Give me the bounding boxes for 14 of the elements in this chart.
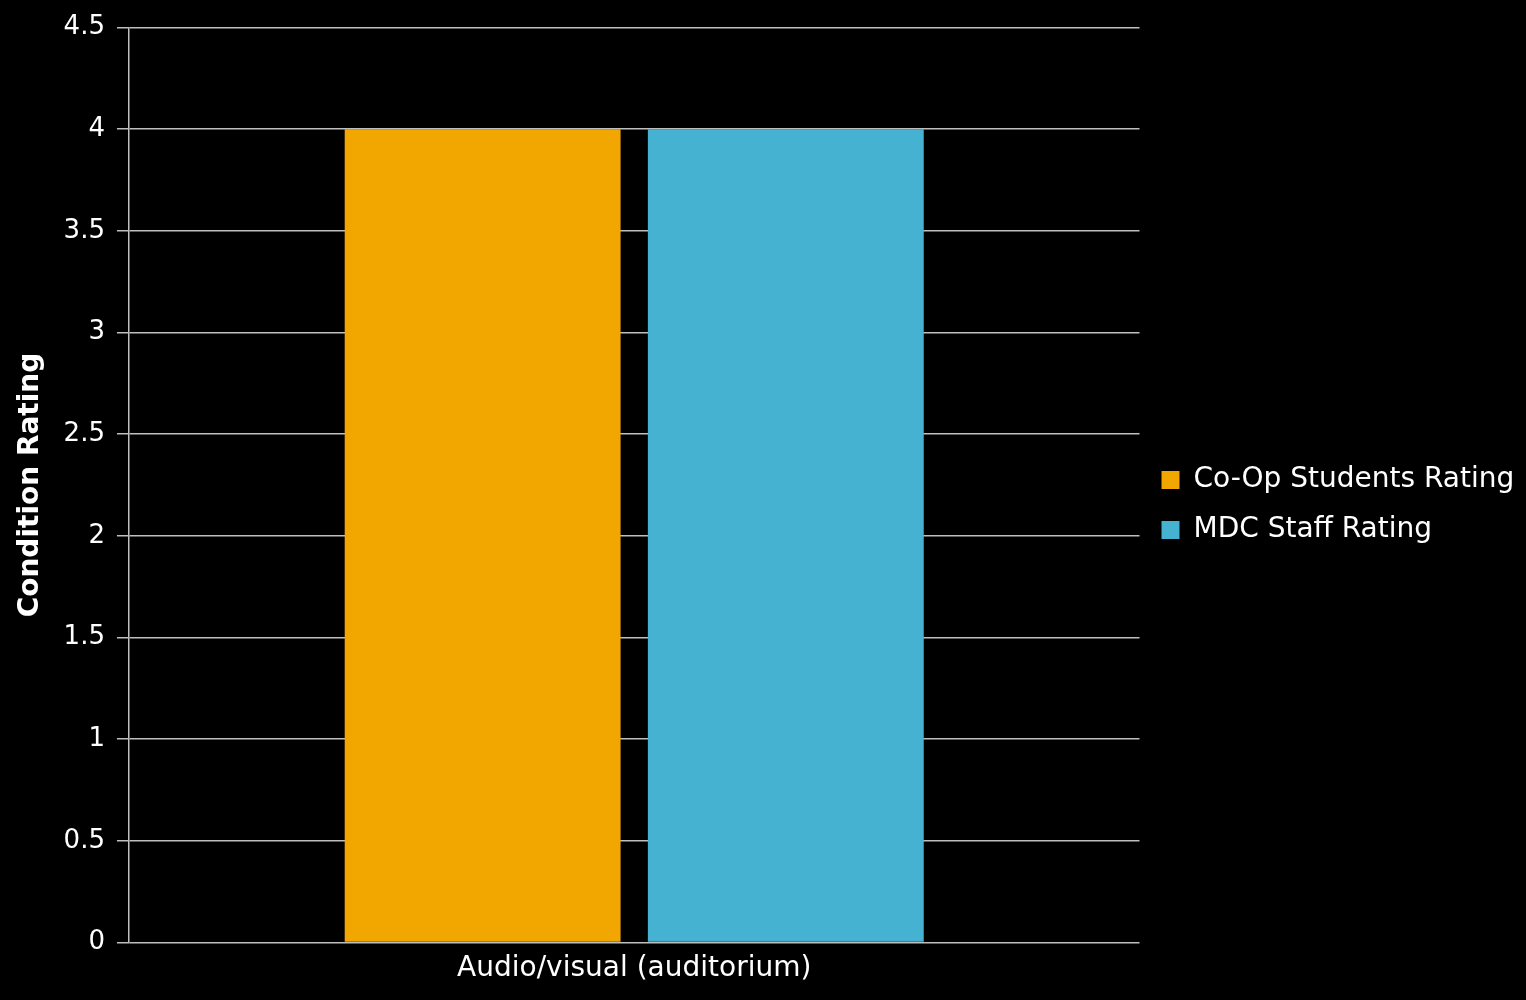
- y-tick-label: 2.5: [63, 416, 105, 447]
- y-tick-label: 0.5: [63, 823, 105, 854]
- legend-label: MDC Staff Rating: [1193, 511, 1433, 545]
- x-tick-label: Audio/visual (auditorium): [457, 950, 812, 984]
- y-tick-label: 1.5: [63, 620, 105, 651]
- y-tick-label: 3.5: [63, 213, 105, 244]
- legend-label: Co-Op Students Rating: [1193, 461, 1515, 495]
- y-tick-label: 2: [88, 518, 105, 549]
- y-tick-label: 1: [88, 721, 105, 752]
- y-tick-label: 0: [88, 925, 105, 956]
- y-tick-label: 3: [88, 315, 105, 346]
- y-tick-label: 4.5: [63, 10, 105, 41]
- y-axis-title: Condition Rating: [12, 352, 46, 618]
- y-tick-label: 4: [88, 111, 105, 142]
